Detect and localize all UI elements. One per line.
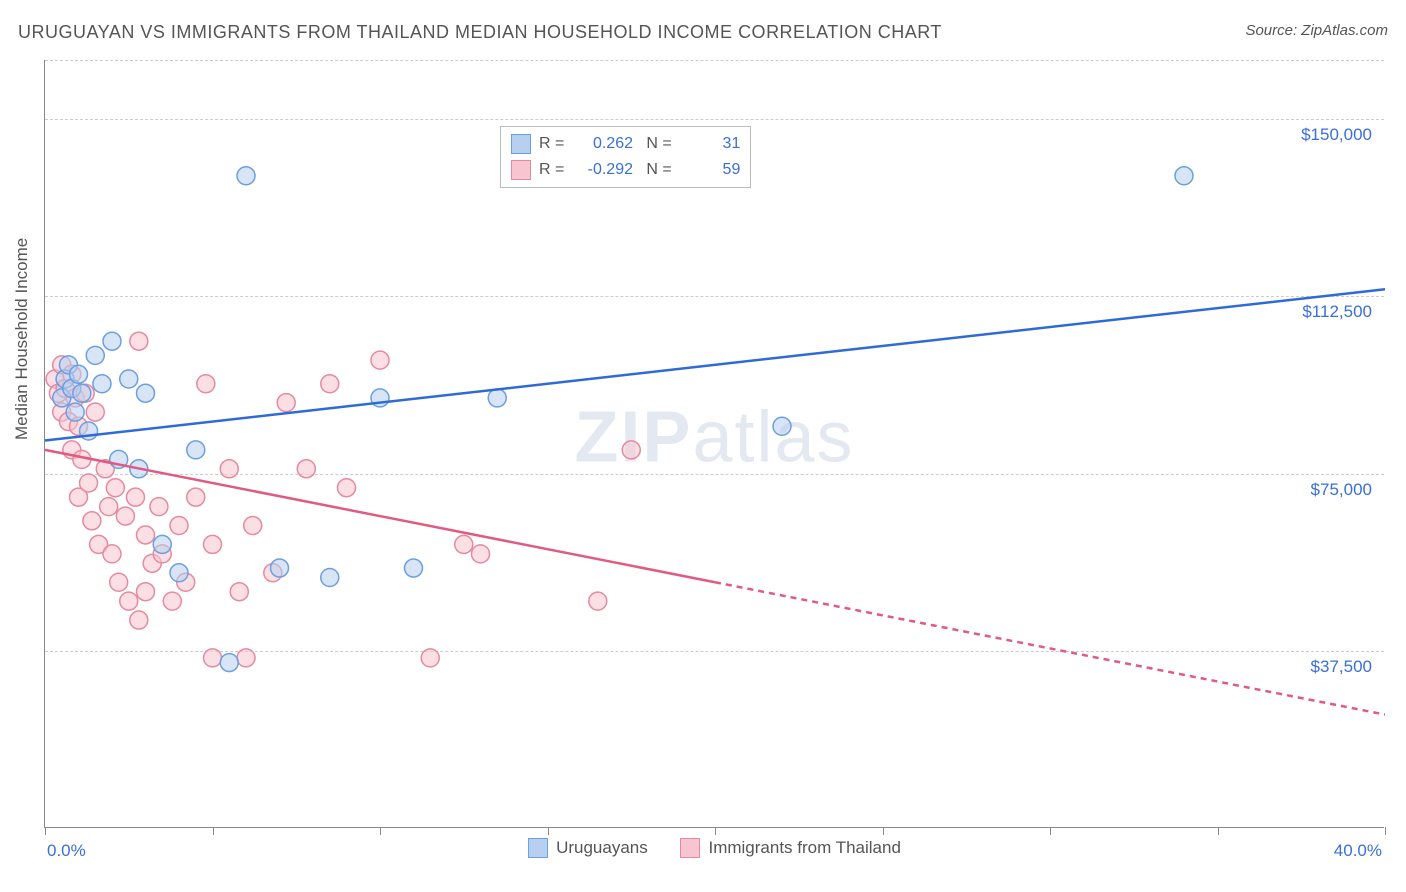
chart-title: URUGUAYAN VS IMMIGRANTS FROM THAILAND ME… bbox=[18, 22, 942, 43]
data-point bbox=[120, 592, 138, 610]
data-point bbox=[170, 564, 188, 582]
data-point bbox=[110, 573, 128, 591]
x-tick bbox=[715, 827, 716, 835]
data-point bbox=[297, 460, 315, 478]
data-point bbox=[277, 394, 295, 412]
series-a-name: Uruguayans bbox=[556, 838, 648, 858]
data-point bbox=[137, 583, 155, 601]
data-point bbox=[103, 332, 121, 350]
plot-area: ZIPatlas $37,500$75,000$112,500$150,000 … bbox=[44, 60, 1384, 828]
data-point bbox=[137, 384, 155, 402]
data-point bbox=[150, 498, 168, 516]
x-tick bbox=[380, 827, 381, 835]
data-point bbox=[187, 488, 205, 506]
x-tick bbox=[1385, 827, 1386, 835]
legend-text-b: R =-0.292 N =59 bbox=[539, 161, 740, 179]
data-point bbox=[237, 649, 255, 667]
data-point bbox=[472, 545, 490, 563]
x-tick bbox=[213, 827, 214, 835]
trend-line bbox=[715, 582, 1385, 714]
data-point bbox=[103, 545, 121, 563]
data-point bbox=[204, 649, 222, 667]
data-point bbox=[220, 460, 238, 478]
swatch-series-b bbox=[511, 160, 531, 180]
data-point bbox=[163, 592, 181, 610]
trend-line bbox=[45, 289, 1385, 440]
data-point bbox=[773, 417, 791, 435]
data-point bbox=[93, 375, 111, 393]
data-point bbox=[130, 611, 148, 629]
data-point bbox=[321, 569, 339, 587]
data-point bbox=[197, 375, 215, 393]
data-point bbox=[86, 346, 104, 364]
data-point bbox=[1175, 167, 1193, 185]
data-point bbox=[106, 479, 124, 497]
x-tick bbox=[45, 827, 46, 835]
data-point bbox=[86, 403, 104, 421]
data-point bbox=[73, 384, 91, 402]
data-point bbox=[488, 389, 506, 407]
data-point bbox=[589, 592, 607, 610]
data-point bbox=[80, 474, 98, 492]
legend-row-a: R =0.262 N =31 bbox=[511, 131, 740, 157]
data-point bbox=[405, 559, 423, 577]
x-tick bbox=[883, 827, 884, 835]
data-point bbox=[130, 332, 148, 350]
data-point bbox=[338, 479, 356, 497]
data-point bbox=[70, 365, 88, 383]
data-point bbox=[237, 167, 255, 185]
bottom-swatch-b bbox=[680, 838, 700, 858]
data-point bbox=[622, 441, 640, 459]
correlation-legend: R =0.262 N =31 R =-0.292 N =59 bbox=[500, 126, 751, 188]
data-point bbox=[120, 370, 138, 388]
x-tick bbox=[1218, 827, 1219, 835]
x-tick bbox=[1050, 827, 1051, 835]
data-point bbox=[271, 559, 289, 577]
data-point bbox=[66, 403, 84, 421]
data-point bbox=[83, 512, 101, 530]
data-point bbox=[100, 498, 118, 516]
legend-row-b: R =-0.292 N =59 bbox=[511, 157, 740, 183]
data-point bbox=[137, 526, 155, 544]
data-point bbox=[170, 517, 188, 535]
bottom-swatch-a bbox=[528, 838, 548, 858]
y-axis-title: Median Household Income bbox=[12, 238, 32, 440]
data-point bbox=[455, 535, 473, 553]
bottom-legend-a: Uruguayans bbox=[528, 838, 648, 858]
data-point bbox=[244, 517, 262, 535]
data-point bbox=[204, 535, 222, 553]
source-label: Source: ZipAtlas.com bbox=[1245, 22, 1388, 39]
x-tick bbox=[548, 827, 549, 835]
data-point bbox=[116, 507, 134, 525]
legend-text-a: R =0.262 N =31 bbox=[539, 135, 740, 153]
data-point bbox=[220, 654, 238, 672]
data-point bbox=[126, 488, 144, 506]
series-b-name: Immigrants from Thailand bbox=[708, 838, 900, 858]
bottom-legend: Uruguayans Immigrants from Thailand bbox=[45, 838, 1384, 863]
data-point bbox=[187, 441, 205, 459]
data-point bbox=[371, 351, 389, 369]
bottom-legend-b: Immigrants from Thailand bbox=[680, 838, 900, 858]
data-point bbox=[421, 649, 439, 667]
data-point bbox=[321, 375, 339, 393]
data-point bbox=[153, 535, 171, 553]
data-point bbox=[230, 583, 248, 601]
swatch-series-a bbox=[511, 134, 531, 154]
